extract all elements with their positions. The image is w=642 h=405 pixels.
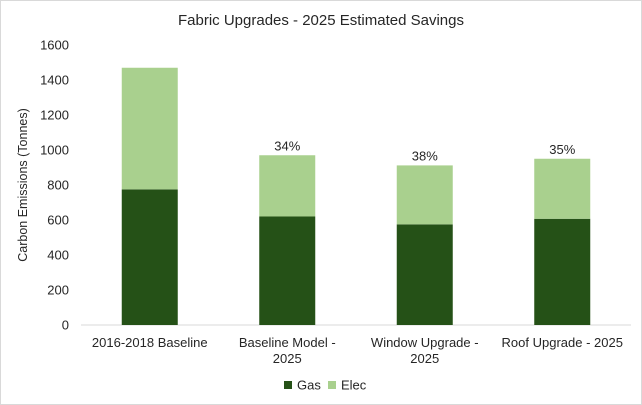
- x-tick-label: 2025: [273, 351, 302, 366]
- y-tick-label: 1600: [40, 38, 69, 53]
- x-tick-label: 2016-2018 Baseline: [92, 335, 208, 350]
- bars: [121, 67, 591, 325]
- y-axis-title: Carbon Emissions (Tonnes): [16, 108, 30, 262]
- bar-gas: [121, 189, 178, 325]
- bar-gas: [396, 224, 453, 325]
- x-tick-label: 2025: [410, 351, 439, 366]
- x-axis-ticks: 2016-2018 Baseline Baseline Model -2025Wi…: [92, 335, 623, 366]
- x-tick-label: Window Upgrade -: [371, 335, 479, 350]
- y-tick-label: 600: [47, 213, 69, 228]
- y-axis-ticks: 0 200 400 600 800 1000 1200 1400 1600: [40, 38, 69, 333]
- legend-swatch-gas: [284, 381, 292, 389]
- legend-label-elec: Elec: [341, 378, 367, 393]
- bar-elec: [121, 67, 178, 190]
- y-tick-label: 1200: [40, 108, 69, 123]
- bar-elec: [534, 158, 591, 219]
- bar-elec: [396, 165, 453, 225]
- data-label: 38%: [412, 148, 438, 163]
- data-labels: 34% 38% 35%: [274, 138, 575, 163]
- y-tick-label: 1000: [40, 143, 69, 158]
- bar-elec: [259, 155, 316, 217]
- legend-swatch-elec: [328, 381, 336, 389]
- x-tick-label: Roof Upgrade - 2025: [502, 335, 623, 350]
- legend-label-gas: Gas: [297, 378, 321, 393]
- y-tick-label: 800: [47, 178, 69, 193]
- y-tick-label: 200: [47, 283, 69, 298]
- y-tick-label: 400: [47, 248, 69, 263]
- y-axis-title-group: Carbon Emissions (Tonnes): [16, 108, 30, 262]
- legend: Gas Elec: [284, 378, 367, 393]
- y-tick-label: 0: [62, 318, 69, 333]
- data-label: 35%: [549, 142, 575, 157]
- bar-gas: [259, 216, 316, 325]
- data-label: 34%: [274, 138, 300, 153]
- bar-gas: [534, 218, 591, 325]
- x-tick-label: Baseline Model -: [239, 335, 336, 350]
- chart-title: Fabric Upgrades - 2025 Estimated Savings: [178, 12, 464, 29]
- y-tick-label: 1400: [40, 73, 69, 88]
